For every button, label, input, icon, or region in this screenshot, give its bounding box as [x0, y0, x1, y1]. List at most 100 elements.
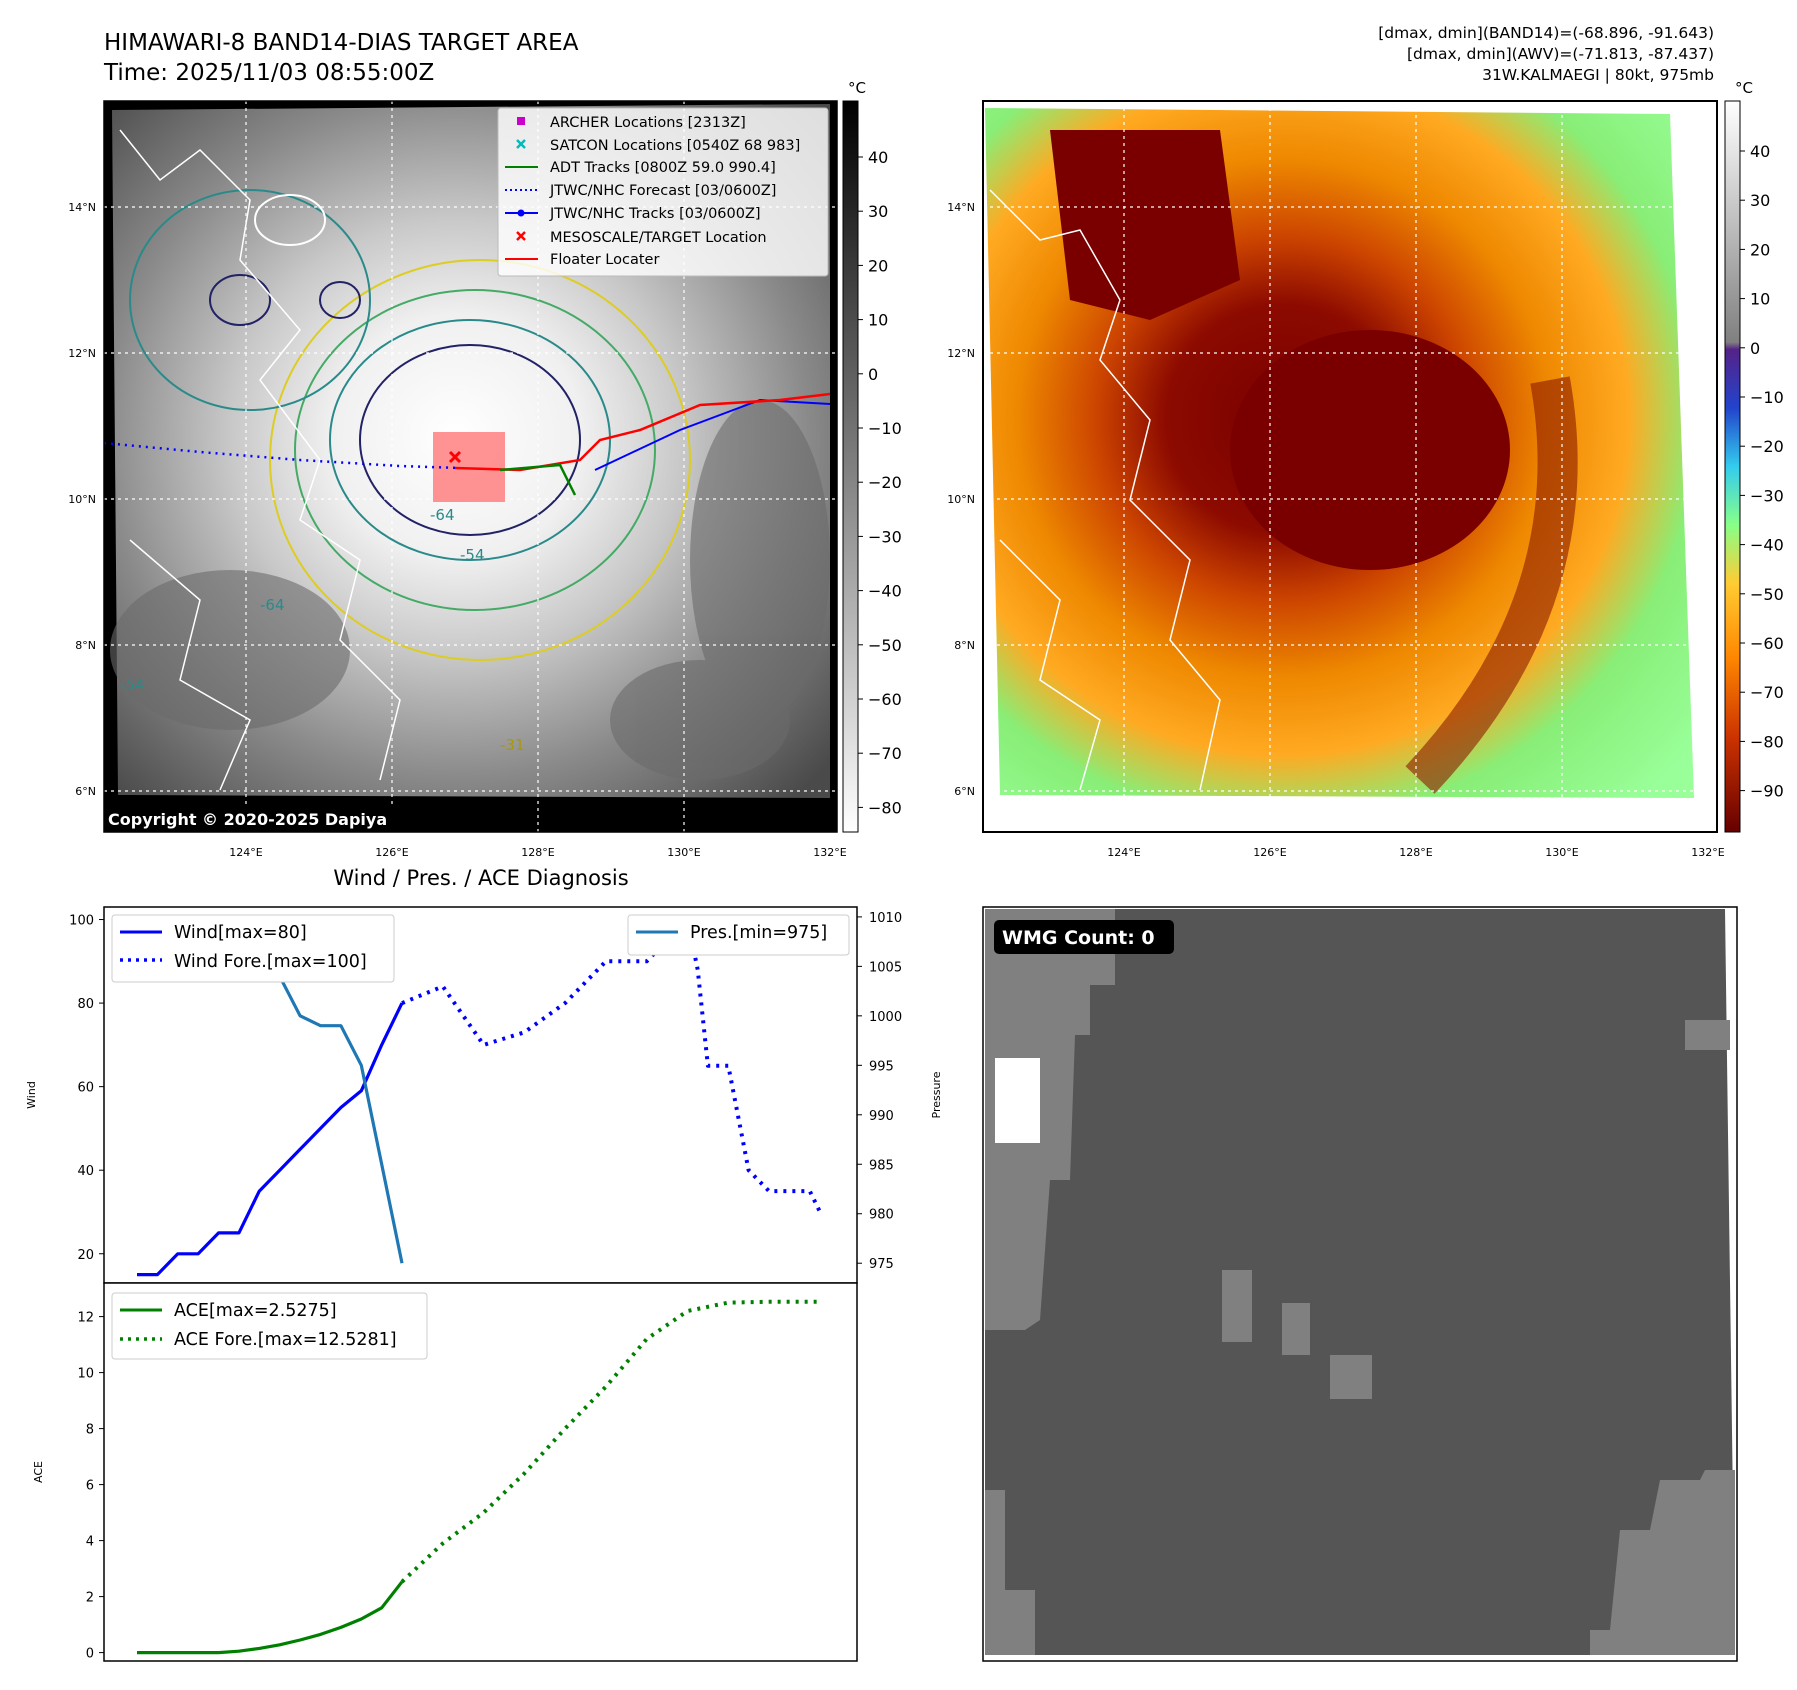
axis-tick-label: 1010 — [869, 911, 902, 926]
gray-colorbar-unit: °C — [848, 79, 866, 97]
wmg-gray-patch — [1222, 1270, 1252, 1342]
contour-label: -64 — [430, 506, 455, 524]
wmg-panel: WMG Count: 0 — [982, 906, 1738, 1662]
colorbar-tick-label: −70 — [868, 744, 902, 763]
axis-tick-label: 4 — [86, 1535, 94, 1550]
legend-satcon-label: SATCON Locations [0540Z 68 983] — [550, 138, 800, 154]
colorbar-tick-label: −30 — [1750, 486, 1784, 505]
colorbar-tick-label: 20 — [868, 256, 888, 275]
legend-archer-symbol — [517, 117, 525, 125]
awv-range: [dmax, dmin](AWV)=(-71.813, -87.437) — [1407, 45, 1714, 63]
contour-label: -64 — [260, 596, 285, 614]
lon-label: 132°E — [813, 846, 846, 859]
floater-box — [433, 432, 505, 502]
colorbar-tick-label: −50 — [1750, 585, 1784, 604]
colorbar-tick-label: −50 — [868, 636, 902, 655]
lon-label: 126°E — [375, 846, 408, 859]
target-location-marker — [448, 450, 462, 464]
ace-chart: ACE 0 2 4 6 8 10 12 ACE[max=2.5275] ACE Fore.[… — [32, 1282, 858, 1662]
colorbar-tick-label: −80 — [868, 798, 902, 817]
axis-tick-label: 1005 — [869, 960, 902, 975]
gray-colorbar: °C 40 30 20 10 0 −10 −20 −30 −40 −50 −60 −70 −80 — [842, 79, 902, 833]
ace-series — [137, 1299, 820, 1655]
contour-label: -54 — [460, 546, 485, 564]
axis-tick-label: 980 — [869, 1208, 894, 1223]
legend-tracks-label: JTWC/NHC Tracks [03/0600Z] — [549, 206, 761, 222]
lat-label: 12°N — [68, 347, 96, 360]
wind-line — [137, 1002, 404, 1277]
axis-tick-label: 60 — [77, 1081, 94, 1096]
axis-tick-label: 1000 — [869, 1010, 902, 1025]
map-border — [103, 100, 838, 833]
colorbar-tick-label: −10 — [868, 419, 902, 438]
figure-title: HIMAWARI-8 BAND14-DIAS TARGET AREA — [104, 30, 579, 56]
axis-tick-label: 975 — [869, 1257, 894, 1272]
lat-label: 8°N — [75, 639, 96, 652]
cold-cloud-nw — [1050, 130, 1240, 320]
colorbar-tick-label: −10 — [1750, 388, 1784, 407]
axis-tick-label: 6 — [86, 1479, 94, 1494]
enhanced-map-border — [982, 100, 1718, 833]
lon-label: 130°E — [667, 846, 700, 859]
map-gridlines — [983, 101, 1717, 832]
lat-label: 14°N — [947, 201, 975, 214]
lat-label: 8°N — [954, 639, 975, 652]
axis-tick-label: 40 — [77, 1164, 94, 1179]
contour-lines — [129, 189, 691, 661]
legend-floater-label: Floater Locater — [550, 252, 659, 268]
colorbar-tick-label: −80 — [1750, 732, 1784, 751]
lon-label: 132°E — [1691, 846, 1724, 859]
contour-label: -54 — [120, 676, 145, 694]
wmg-gray-patch — [1685, 1020, 1730, 1050]
lon-label: 124°E — [229, 846, 262, 859]
color-colorbar-ticks: 40 30 20 10 0 −10 −20 −30 −40 −50 −60 −70 −80 −90 — [1740, 142, 1784, 801]
lon-label: 128°E — [521, 846, 554, 859]
ace-y-ticks: 0 2 4 6 8 10 12 — [77, 1311, 104, 1662]
axis-tick-label: 985 — [869, 1158, 894, 1173]
lon-label: 128°E — [1399, 846, 1432, 859]
colorbar-tick-label: 30 — [868, 202, 888, 221]
storm-info: 31W.KALMAEGI | 80kt, 975mb — [1482, 66, 1714, 84]
colorbar-tick-label: 40 — [1750, 142, 1770, 161]
copyright: Copyright © 2020-2025 Dapiya — [108, 810, 387, 829]
colorbar-tick-label: −40 — [868, 582, 902, 601]
diagnosis-title: Wind / Pres. / ACE Diagnosis — [333, 866, 628, 890]
axis-tick-label: 0 — [86, 1647, 94, 1662]
colorbar-tick-label: −70 — [1750, 683, 1784, 702]
wmg-count: WMG Count: 0 — [1002, 927, 1155, 949]
pressure-legend: Pres.[min=975] — [627, 914, 850, 956]
colorbar-tick-label: 10 — [868, 311, 888, 330]
lat-label: 12°N — [947, 347, 975, 360]
left-map-axis-labels: 124°E 126°E 128°E 130°E 132°E 14°N 12°N … — [68, 201, 847, 859]
legend-satcon-symbol — [516, 139, 526, 149]
colorbar-tick-label: −20 — [1750, 437, 1784, 456]
legend-forecast-label: JTWC/NHC Forecast [03/0600Z] — [549, 183, 776, 199]
axis-tick-label: 8 — [86, 1423, 94, 1438]
legend-adt-label: ADT Tracks [0800Z 59.0 990.4] — [550, 160, 776, 176]
wmg-gray-se — [1590, 1470, 1735, 1655]
ace-forecast-line — [400, 1299, 820, 1584]
copyright-bg — [104, 806, 424, 832]
gray-colorbar-ticks: 40 30 20 10 0 −10 −20 −30 −40 −50 −60 −70 −80 — [858, 148, 902, 817]
ace-legend-box — [111, 1292, 428, 1360]
cdo-core — [1230, 330, 1510, 570]
adt-track — [499, 463, 577, 496]
colorbar-tick-label: −90 — [1750, 782, 1784, 801]
figure-time: Time: 2025/11/03 08:55:00Z — [103, 60, 434, 86]
ace-legend-label: ACE[max=2.5275] — [174, 1301, 337, 1321]
wind-forecast-line — [401, 917, 822, 1213]
contour-label: -31 — [500, 736, 525, 754]
axis-tick-label: 12 — [77, 1311, 94, 1326]
axis-tick-label: 2 — [86, 1591, 94, 1606]
enhanced-ir-map — [982, 100, 1718, 833]
coastlines — [989, 189, 1221, 791]
wmg-count-bg — [994, 920, 1174, 954]
colorbar-tick-label: −60 — [1750, 634, 1784, 653]
axis-tick-label: 100 — [69, 914, 94, 929]
colorbar-tick-label: 10 — [1750, 290, 1770, 309]
legend-box — [497, 107, 829, 277]
track-legend: ARCHER Locations [2313Z] SATCON Location… — [497, 107, 829, 277]
colorbar-tick-label: 0 — [1750, 339, 1760, 358]
lon-label: 130°E — [1545, 846, 1578, 859]
axis-tick-label: 995 — [869, 1059, 894, 1074]
